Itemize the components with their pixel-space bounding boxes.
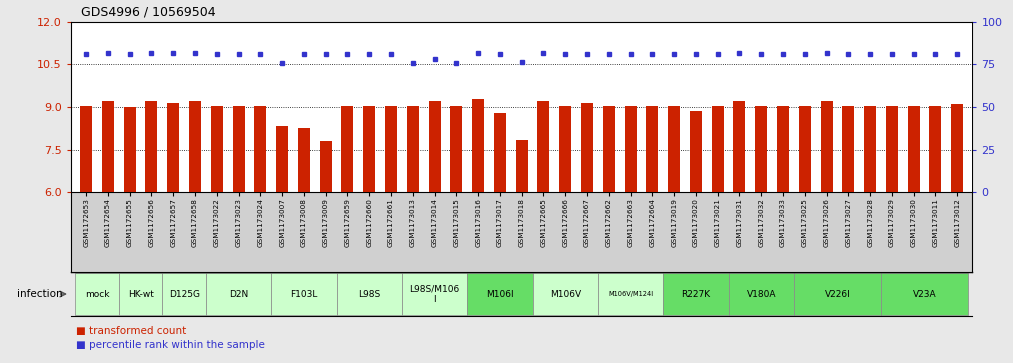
Bar xyxy=(733,101,746,192)
Bar xyxy=(516,140,528,192)
Bar xyxy=(908,106,920,192)
Bar xyxy=(298,129,310,192)
Text: M106V: M106V xyxy=(550,290,580,298)
Bar xyxy=(538,101,549,192)
Bar xyxy=(211,106,223,192)
Text: ■ transformed count: ■ transformed count xyxy=(76,326,186,336)
Bar xyxy=(407,106,418,192)
Bar xyxy=(402,273,467,315)
Text: V23A: V23A xyxy=(913,290,936,298)
Text: D125G: D125G xyxy=(168,290,200,298)
Bar xyxy=(146,101,157,192)
Bar xyxy=(206,273,271,315)
Bar xyxy=(581,103,593,192)
Bar xyxy=(886,106,898,192)
Bar xyxy=(728,273,794,315)
Bar xyxy=(930,106,941,192)
Bar xyxy=(664,273,728,315)
Bar xyxy=(189,101,201,192)
Bar xyxy=(843,106,854,192)
Bar xyxy=(124,107,136,192)
Text: mock: mock xyxy=(85,290,109,298)
Bar xyxy=(336,273,402,315)
Bar xyxy=(428,101,441,192)
Bar xyxy=(603,106,615,192)
Text: ■ percentile rank within the sample: ■ percentile rank within the sample xyxy=(76,340,264,351)
Text: D2N: D2N xyxy=(229,290,248,298)
Bar xyxy=(364,106,375,192)
Text: HK-wt: HK-wt xyxy=(128,290,154,298)
Bar xyxy=(254,106,266,192)
Bar xyxy=(799,106,810,192)
Bar xyxy=(646,106,658,192)
Bar xyxy=(821,101,833,192)
Bar xyxy=(341,106,354,192)
Bar xyxy=(451,106,462,192)
Text: GDS4996 / 10569504: GDS4996 / 10569504 xyxy=(81,5,216,18)
Bar xyxy=(233,106,244,192)
Text: V180A: V180A xyxy=(747,290,776,298)
Bar xyxy=(320,141,331,192)
Text: M106I: M106I xyxy=(486,290,514,298)
Bar xyxy=(472,99,484,192)
Text: infection: infection xyxy=(17,289,66,299)
Bar xyxy=(712,106,723,192)
Bar xyxy=(277,126,288,192)
Bar xyxy=(951,104,963,192)
Bar xyxy=(119,273,162,315)
Bar xyxy=(271,273,336,315)
Text: R227K: R227K xyxy=(682,290,710,298)
Bar xyxy=(102,101,113,192)
Bar xyxy=(777,106,789,192)
Bar xyxy=(690,111,702,192)
Bar xyxy=(167,103,179,192)
Bar xyxy=(385,106,397,192)
Bar xyxy=(80,106,92,192)
Bar xyxy=(881,273,968,315)
Bar xyxy=(598,273,664,315)
Text: V226I: V226I xyxy=(825,290,850,298)
Bar xyxy=(625,106,636,192)
Bar xyxy=(533,273,598,315)
Bar xyxy=(864,106,876,192)
Bar xyxy=(559,106,571,192)
Text: F103L: F103L xyxy=(291,290,318,298)
Bar xyxy=(756,106,767,192)
Bar xyxy=(162,273,206,315)
Text: L98S: L98S xyxy=(359,290,380,298)
Bar xyxy=(669,106,680,192)
Bar xyxy=(75,273,119,315)
Bar xyxy=(494,113,505,192)
Text: M106V/M124I: M106V/M124I xyxy=(608,291,653,297)
Text: L98S/M106
I: L98S/M106 I xyxy=(409,284,460,304)
Bar xyxy=(467,273,533,315)
Bar xyxy=(794,273,881,315)
